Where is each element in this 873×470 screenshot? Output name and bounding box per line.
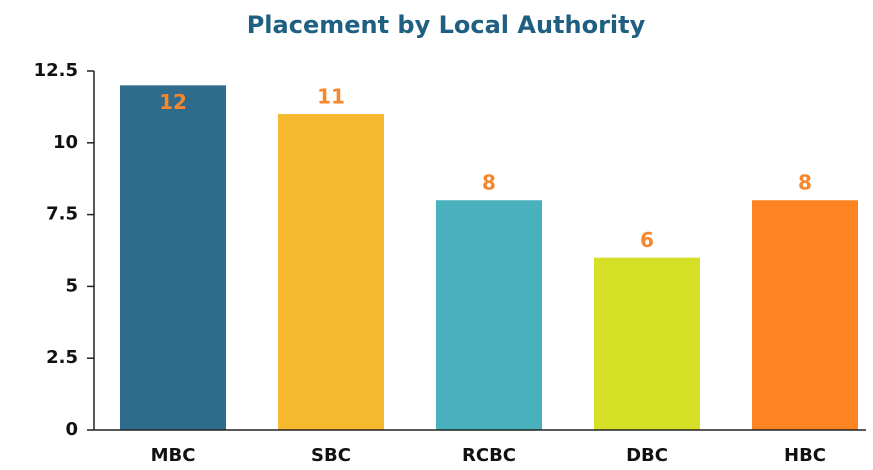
- data-label: 12: [159, 90, 187, 114]
- bar: [436, 200, 542, 430]
- x-tick-label: HBC: [784, 445, 826, 466]
- x-tick-label: DBC: [626, 445, 668, 466]
- y-tick-label: 12.5: [34, 60, 78, 81]
- x-tick-label: MBC: [151, 445, 196, 466]
- bar: [120, 85, 226, 431]
- data-label: 8: [798, 171, 812, 195]
- y-tick-label: 10: [53, 132, 78, 153]
- x-tick-label: SBC: [311, 445, 351, 466]
- data-label: 6: [640, 228, 654, 252]
- chart-title: Placement by Local Authority: [247, 11, 646, 39]
- x-tick-label: RCBC: [462, 445, 516, 466]
- bar: [594, 257, 700, 430]
- y-tick-label: 7.5: [46, 204, 78, 225]
- bar: [278, 114, 384, 430]
- data-label: 11: [317, 85, 345, 109]
- y-tick-label: 5: [65, 275, 78, 296]
- bar: [752, 200, 858, 430]
- y-tick-label: 2.5: [46, 347, 78, 368]
- y-tick-label: 0: [65, 419, 78, 440]
- data-label: 8: [482, 171, 496, 195]
